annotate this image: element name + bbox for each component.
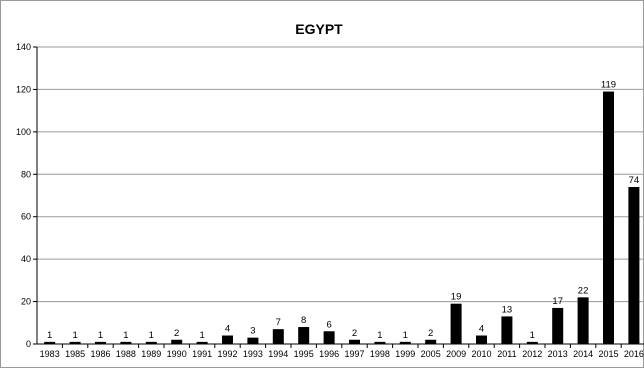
x-tick-label: 2011 — [497, 349, 516, 359]
x-tick-label: 1986 — [90, 349, 110, 359]
bar — [450, 303, 462, 344]
bar — [120, 341, 132, 344]
data-label: 2 — [174, 328, 179, 339]
y-tick-label: 20 — [21, 297, 31, 307]
data-label: 4 — [479, 324, 484, 335]
data-label: 1 — [530, 330, 535, 341]
x-tick-label: 1995 — [294, 349, 314, 359]
chart-title: EGYPT — [295, 21, 343, 37]
bar — [272, 329, 284, 344]
bar — [196, 341, 208, 344]
bar — [323, 331, 335, 344]
bar — [628, 187, 640, 344]
y-tick-label: 140 — [16, 42, 31, 52]
bars: 1 1 1 1 1 2 1 4 3 7 8 6 2 1 1 2 19 4 13 1 17 22 119 74 — [44, 80, 640, 344]
data-label: 7 — [276, 317, 281, 328]
bar — [501, 316, 513, 344]
x-tick-label: 1992 — [217, 349, 237, 359]
x-tick-label: 1985 — [65, 349, 85, 359]
x-tick-label: 1993 — [243, 349, 263, 359]
data-label: 1 — [377, 330, 382, 341]
data-label: 1 — [72, 330, 77, 341]
bar — [69, 341, 81, 344]
data-label: 74 — [629, 175, 640, 186]
data-label: 4 — [225, 324, 230, 335]
bar — [476, 335, 487, 344]
y-tick-label: 60 — [21, 212, 31, 222]
x-tick-label: 1994 — [268, 349, 288, 359]
x-tick-label: 1991 — [192, 349, 212, 359]
x-tick-label: 2015 — [598, 349, 618, 359]
data-label: 13 — [502, 304, 513, 315]
y-tick-label: 40 — [21, 254, 31, 264]
bar — [399, 341, 411, 344]
x-tick-label: 2005 — [421, 349, 441, 359]
data-label: 1 — [123, 330, 128, 341]
bar — [247, 337, 259, 344]
data-label: 3 — [250, 326, 255, 337]
bar — [44, 341, 56, 344]
x-tick-label: 1983 — [40, 349, 60, 359]
y-tick-label: 100 — [16, 127, 31, 137]
y-tick-label: 80 — [21, 169, 31, 179]
bar — [145, 341, 157, 344]
x-tick-label: 2013 — [548, 349, 568, 359]
bar — [526, 341, 538, 344]
x-tick-label: 1989 — [141, 349, 161, 359]
bar — [298, 327, 310, 344]
gridlines — [37, 46, 644, 345]
x-tick-label: 2010 — [471, 349, 491, 359]
data-label: 1 — [47, 330, 52, 341]
data-label: 8 — [301, 315, 306, 326]
x-axis: 1983 1985 1986 1988 1989 1990 1991 1992 1993 1994… — [40, 344, 644, 359]
data-label: 17 — [552, 296, 563, 307]
data-label: 2 — [352, 328, 357, 339]
bar — [95, 341, 106, 344]
x-tick-label: 1990 — [167, 349, 187, 359]
data-label: 2 — [428, 328, 433, 339]
bar — [552, 307, 564, 344]
data-label: 1 — [403, 330, 408, 341]
x-tick-label: 1998 — [370, 349, 390, 359]
y-tick-label: 0 — [26, 339, 31, 349]
bar — [374, 341, 386, 344]
data-label: 6 — [326, 319, 331, 330]
bar — [577, 297, 589, 344]
x-tick-label: 2009 — [446, 349, 466, 359]
data-label: 1 — [199, 330, 204, 341]
x-tick-label: 1996 — [319, 349, 339, 359]
x-tick-label: 1988 — [116, 349, 136, 359]
x-tick-label: 2016 — [624, 349, 644, 359]
data-label: 22 — [578, 285, 589, 296]
data-label: 119 — [601, 80, 616, 91]
x-tick-label: 1997 — [344, 349, 364, 359]
x-tick-label: 1999 — [395, 349, 415, 359]
bar — [425, 339, 437, 344]
data-label: 1 — [98, 330, 103, 341]
bar — [349, 339, 360, 344]
data-label: 19 — [451, 292, 462, 303]
bar — [171, 339, 183, 344]
y-tick-label: 120 — [16, 84, 31, 94]
bar — [603, 91, 614, 344]
bar — [222, 335, 233, 344]
y-axis: 0 20 40 60 80 100 120 140 — [16, 42, 38, 349]
x-tick-label: 2014 — [573, 349, 593, 359]
data-label: 1 — [149, 330, 154, 341]
x-tick-label: 2012 — [522, 349, 542, 359]
